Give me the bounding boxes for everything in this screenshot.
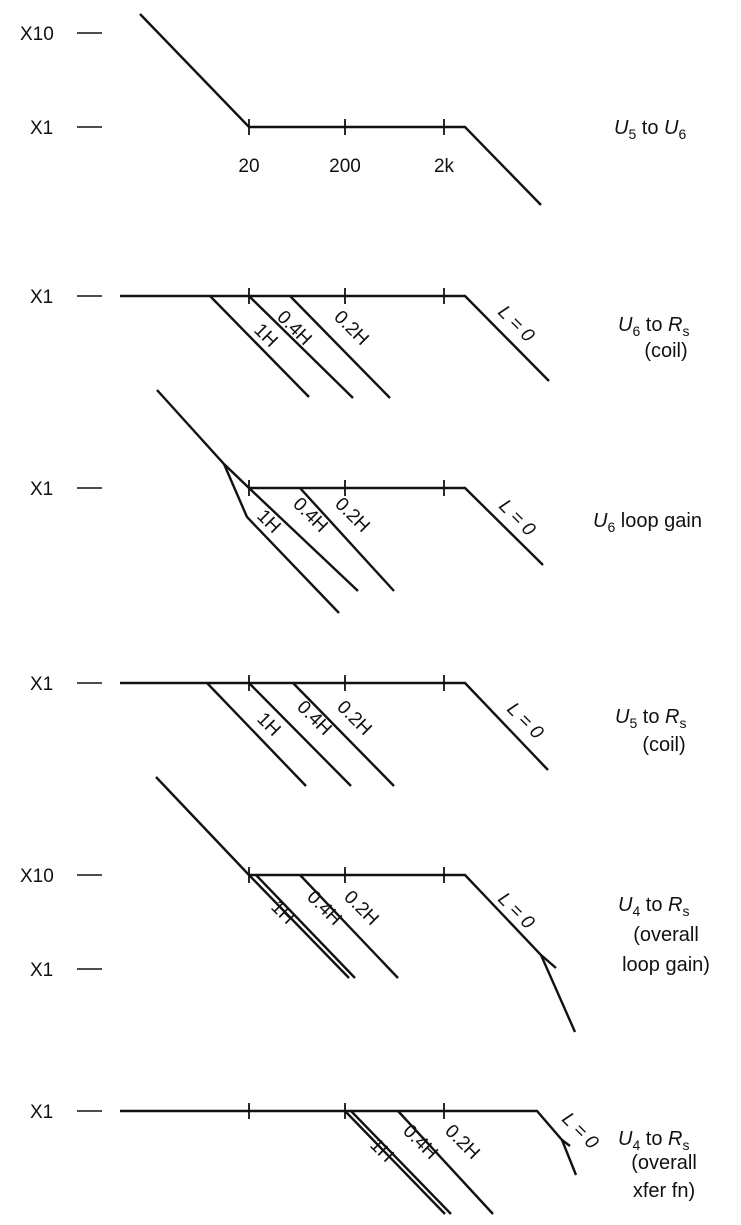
title-mid: to: [637, 706, 665, 728]
label-1h: 1H: [252, 506, 284, 538]
title-b-sub: 6: [679, 126, 687, 142]
panel-u5-to-rs-coil: X1 1H 0.4H 0.2H L = 0 U5 to Rs (coil): [30, 674, 687, 787]
title-line-2: xfer fn): [633, 1180, 695, 1202]
label-1h: 1H: [365, 1135, 397, 1167]
response-curve: [139, 13, 542, 206]
title-line-1: (overall: [631, 1152, 697, 1174]
title-line: (coil): [642, 734, 685, 756]
title-b-sub: s: [683, 323, 690, 339]
response-curve-l0: [155, 776, 577, 1033]
level-label-x1: X1: [30, 960, 53, 981]
level-label-x1: X1: [30, 287, 53, 308]
title-a-sub: 4: [632, 1137, 640, 1153]
title-b: R: [665, 706, 679, 728]
label-l-zero: L = 0: [493, 302, 538, 347]
label-0-2h: 0.2H: [332, 697, 375, 740]
level-label-x1: X1: [30, 1102, 53, 1123]
freq-label-200: 200: [329, 156, 361, 177]
curve-0-2h: [292, 682, 395, 787]
panel-title: U6 to Rs: [618, 314, 690, 339]
title-mid: to: [640, 1128, 668, 1150]
curve-0-2h: [397, 1110, 494, 1215]
title-b: R: [668, 1128, 682, 1150]
title-b-sub: s: [680, 715, 687, 731]
curve-0-4h: [248, 487, 359, 592]
title-a-sub: 5: [629, 715, 637, 731]
response-curve-l0: [120, 1109, 578, 1176]
panel-title: U4 to Rs: [618, 1128, 690, 1153]
title-a-sub: 6: [607, 519, 615, 535]
title-b: R: [668, 894, 682, 916]
panel-title: U6 loop gain: [593, 510, 702, 535]
title-mid: loop gain: [615, 510, 702, 532]
panel-u4-to-rs-loop-gain: X10 X1 1H 0.4H 0.2H L = 0 U4 to Rs (over…: [20, 776, 710, 1033]
level-label-x10: X10: [20, 866, 54, 887]
curve-0-2h: [289, 295, 391, 399]
title-b-sub: s: [683, 1137, 690, 1153]
curve-1h: [209, 295, 310, 398]
label-0-4h: 0.4H: [302, 887, 345, 930]
curve-1h: [222, 463, 340, 614]
panel-title: U5 to U6: [614, 117, 687, 142]
response-curve-spur: [540, 954, 557, 969]
title-b: U: [664, 117, 679, 139]
curve-0-4h: [248, 682, 352, 787]
title-line-2: loop gain): [622, 954, 710, 976]
level-label-x1: X1: [30, 479, 53, 500]
level-label-x10: X10: [20, 24, 54, 45]
title-mid: to: [636, 117, 664, 139]
title-a-sub: 5: [628, 126, 636, 142]
label-l-zero: L = 0: [494, 496, 539, 541]
curve-1h: [344, 1110, 446, 1215]
curve-0-2h: [299, 874, 399, 979]
panel-u6-loop-gain: X1 1H 0.4H 0.2H L = 0 U6 loop gain: [30, 389, 702, 614]
response-curve-l0: [156, 389, 544, 566]
curve-0-4h: [248, 295, 354, 399]
level-label-x1: X1: [30, 674, 53, 695]
response-curve-l0: [120, 681, 549, 771]
title-b-sub: s: [683, 903, 690, 919]
curve-0-4h: [255, 874, 356, 979]
title-line-1: (overall: [633, 924, 699, 946]
label-0-4h: 0.4H: [272, 307, 315, 350]
curve-1h: [248, 874, 350, 979]
title-b: R: [668, 314, 682, 336]
freq-label-20: 20: [238, 156, 259, 177]
title-mid: to: [640, 314, 668, 336]
title-a: U: [618, 894, 633, 916]
label-0-2h: 0.2H: [330, 494, 373, 537]
freq-label-2k: 2k: [434, 156, 455, 177]
response-curve-l0: [120, 294, 550, 382]
curve-0-2h: [299, 487, 395, 592]
title-line: (coil): [644, 340, 687, 362]
panel-u4-to-rs-xfer-fn: X1 1H 0.4H 0.2H L = 0 U4 to Rs (overall …: [30, 1102, 697, 1215]
title-mid: to: [640, 894, 668, 916]
title-a: U: [614, 117, 629, 139]
title-a-sub: 6: [632, 323, 640, 339]
label-l-zero: L = 0: [502, 699, 547, 744]
label-0-4h: 0.4H: [398, 1121, 441, 1164]
title-a-sub: 4: [632, 903, 640, 919]
panel-u6-to-rs-coil: X1 1H 0.4H 0.2H L = 0 U6 to Rs (coil): [30, 287, 690, 399]
title-a: U: [618, 1128, 633, 1150]
curve-1h: [206, 682, 307, 787]
panel-title: U5 to Rs: [615, 706, 687, 731]
label-0-2h: 0.2H: [440, 1121, 483, 1164]
title-a: U: [593, 510, 608, 532]
level-label-x1: X1: [30, 118, 53, 139]
panel-u5-to-u6: X10 X1 20 200 2k U5 to U6: [20, 13, 687, 206]
curve-0-4h: [350, 1110, 452, 1215]
label-1h: 1H: [266, 897, 298, 929]
title-a: U: [618, 314, 633, 336]
response-curve-spur: [561, 1139, 571, 1147]
title-a: U: [615, 706, 630, 728]
panel-title: U4 to Rs: [618, 894, 690, 919]
